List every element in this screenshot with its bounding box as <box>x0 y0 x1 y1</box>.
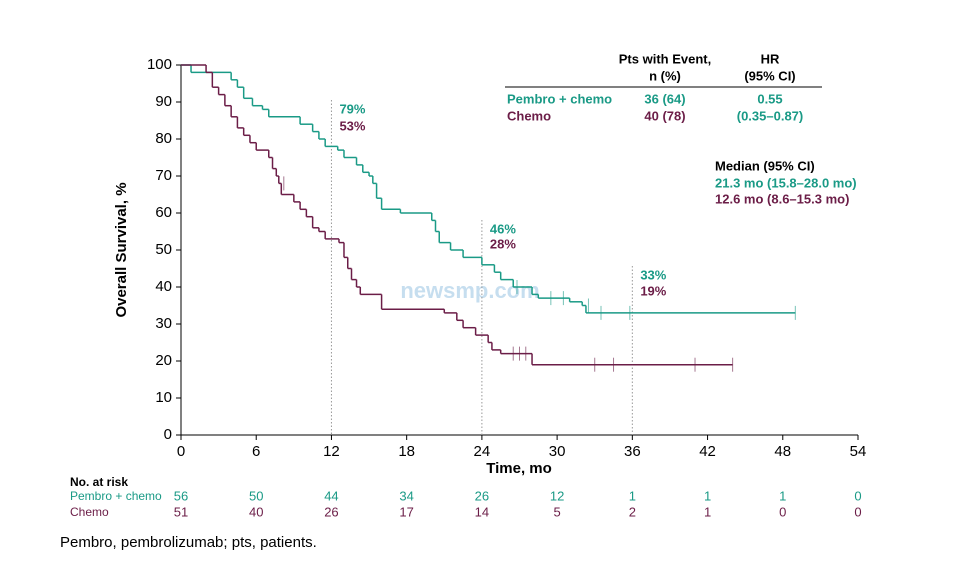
risk-count: 26 <box>324 504 338 519</box>
median-value: 21.3 mo (15.8–28.0 mo) <box>715 175 857 190</box>
risk-count: 2 <box>629 504 636 519</box>
y-tick-label: 90 <box>155 93 172 110</box>
y-tick-label: 40 <box>155 278 172 295</box>
risk-title: No. at risk <box>70 475 128 489</box>
risk-count: 0 <box>854 504 861 519</box>
landmark-label: 53% <box>339 118 365 133</box>
y-tick-label: 30 <box>155 315 172 332</box>
risk-count: 51 <box>174 504 188 519</box>
y-tick-label: 80 <box>155 130 172 147</box>
risk-row-label: Pembro + chemo <box>70 489 162 503</box>
landmark-label: 79% <box>339 101 365 116</box>
x-tick-label: 18 <box>398 443 415 460</box>
risk-count: 34 <box>399 488 413 503</box>
y-tick-label: 20 <box>155 352 172 369</box>
x-tick-label: 42 <box>699 443 716 460</box>
risk-count: 14 <box>475 504 489 519</box>
y-tick-label: 60 <box>155 204 172 221</box>
x-tick-label: 54 <box>850 443 867 460</box>
y-tick-label: 0 <box>164 426 172 443</box>
y-tick-label: 10 <box>155 389 172 406</box>
watermark: newsmp.com <box>400 278 539 303</box>
x-axis-title: Time, mo <box>486 460 552 477</box>
x-tick-label: 48 <box>774 443 791 460</box>
median-title: Median (95% CI) <box>715 158 815 173</box>
risk-count: 17 <box>399 504 413 519</box>
y-tick-label: 50 <box>155 241 172 258</box>
risk-count: 1 <box>629 488 636 503</box>
table-header: (95% CI) <box>744 68 795 83</box>
risk-count: 26 <box>475 488 489 503</box>
legend-label: Pembro + chemo <box>507 91 612 106</box>
x-tick-label: 24 <box>474 443 491 460</box>
risk-count: 1 <box>779 488 786 503</box>
risk-count: 40 <box>249 504 263 519</box>
risk-count: 12 <box>550 488 564 503</box>
hazard-ratio: (0.35–0.87) <box>737 108 804 123</box>
x-tick-label: 12 <box>323 443 340 460</box>
landmark-label: 19% <box>640 283 666 298</box>
risk-count: 1 <box>704 504 711 519</box>
footnote: Pembro, pembrolizumab; pts, patients. <box>60 534 317 551</box>
risk-count: 5 <box>553 504 560 519</box>
risk-count: 44 <box>324 488 338 503</box>
risk-count: 50 <box>249 488 263 503</box>
hazard-ratio: 0.55 <box>757 91 782 106</box>
risk-count: 56 <box>174 488 188 503</box>
legend-label: Chemo <box>507 108 551 123</box>
x-tick-label: 30 <box>549 443 566 460</box>
landmark-label: 33% <box>640 267 666 282</box>
table-header: Pts with Event, <box>619 51 711 66</box>
table-header: HR <box>761 51 780 66</box>
risk-count: 1 <box>704 488 711 503</box>
risk-row-label: Chemo <box>70 505 109 519</box>
y-axis-title: Overall Survival, % <box>113 182 130 317</box>
x-tick-label: 0 <box>177 443 185 460</box>
event-count: 36 (64) <box>644 91 685 106</box>
median-value: 12.6 mo (8.6–15.3 mo) <box>715 191 849 206</box>
y-tick-label: 70 <box>155 167 172 184</box>
x-tick-label: 6 <box>252 443 260 460</box>
risk-count: 0 <box>854 488 861 503</box>
risk-count: 0 <box>779 504 786 519</box>
table-header: n (%) <box>649 68 681 83</box>
landmark-label: 46% <box>490 221 516 236</box>
x-tick-label: 36 <box>624 443 641 460</box>
landmark-label: 28% <box>490 236 516 251</box>
event-count: 40 (78) <box>644 108 685 123</box>
y-tick-label: 100 <box>147 56 172 73</box>
